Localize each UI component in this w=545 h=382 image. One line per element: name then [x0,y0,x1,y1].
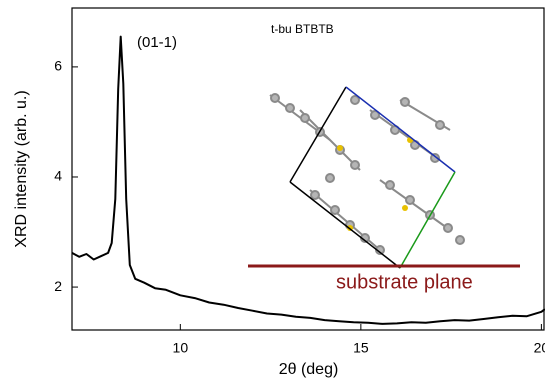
inset-title: t-bu BTBTB [271,22,334,36]
crystal-inset [270,94,464,254]
data-line [72,37,545,324]
chart: 10 15 20 2 4 6 2θ (deg) XRD intensity (arb. u.)… [0,0,545,382]
peak-annotation: (01-1) [137,34,177,51]
y-tick-label: 4 [54,168,62,184]
y-axis-label: XRD intensity (arb. u.) [13,90,30,247]
x-tick-label: 20 [534,340,545,356]
y-tick-label: 2 [54,278,62,294]
substrate-label: substrate plane [336,271,473,293]
y-tick-label: 6 [54,58,62,74]
x-tick-label: 10 [173,340,189,356]
x-tick-label: 15 [353,340,369,356]
x-axis-label: 2θ (deg) [279,361,339,378]
